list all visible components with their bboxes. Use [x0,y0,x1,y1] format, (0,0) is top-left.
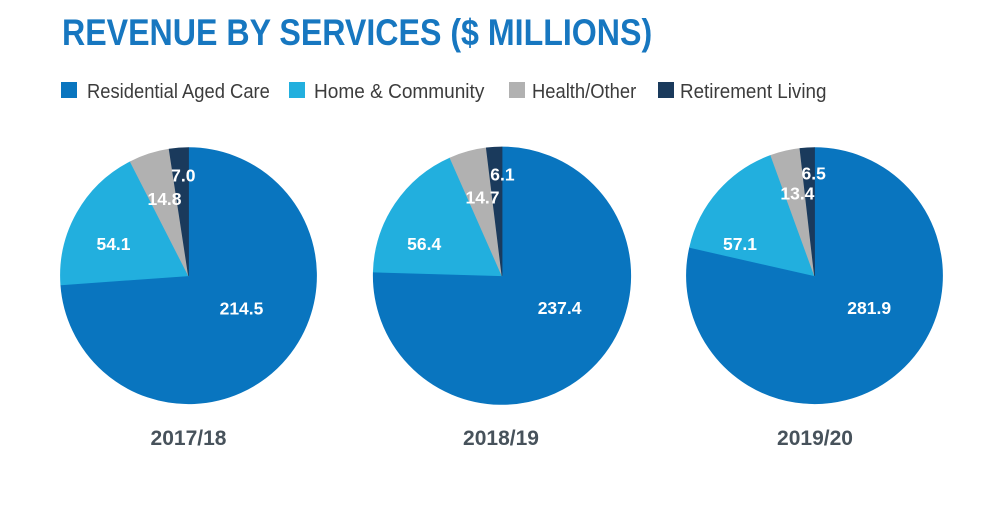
svg-text:6.5: 6.5 [802,164,827,184]
svg-text:57.1: 57.1 [723,234,757,254]
svg-text:2018/19: 2018/19 [463,427,539,450]
svg-text:2017/18: 2017/18 [151,427,227,450]
svg-text:214.5: 214.5 [220,298,264,318]
svg-text:54.1: 54.1 [96,234,130,254]
svg-text:2019/20: 2019/20 [777,427,853,450]
svg-text:56.4: 56.4 [407,234,441,254]
svg-text:6.1: 6.1 [490,165,515,185]
svg-text:13.4: 13.4 [780,184,814,204]
svg-text:281.9: 281.9 [847,298,891,318]
svg-text:14.7: 14.7 [465,188,499,208]
svg-text:7.0: 7.0 [171,165,196,185]
svg-text:237.4: 237.4 [538,298,582,318]
svg-text:14.8: 14.8 [147,189,181,209]
